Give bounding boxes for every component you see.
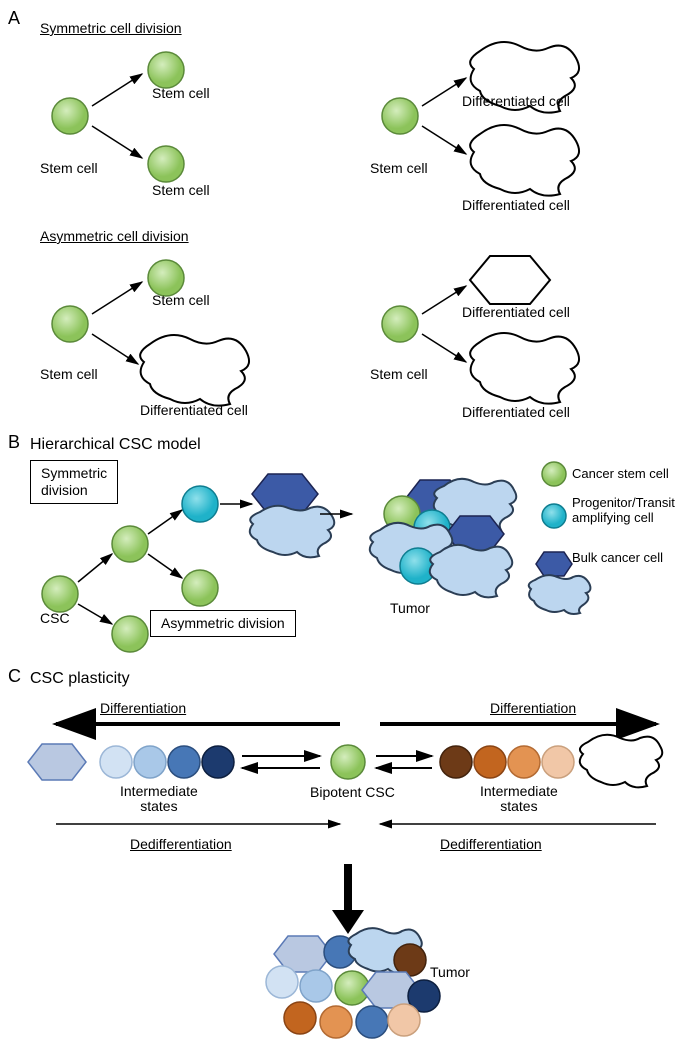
asym-title: Asymmetric cell division <box>40 228 189 244</box>
label-stem-1: Stem cell <box>40 160 98 176</box>
panel-a-asym-right <box>350 244 690 424</box>
label-stem-4: Stem cell <box>370 160 428 176</box>
label-diff-3: Differentiated cell <box>140 402 248 418</box>
panel-b-title: Hierarchical CSC model <box>30 436 201 454</box>
label-diff-5: Differentiated cell <box>462 404 570 420</box>
legend-bulk: Bulk cancer cell <box>572 550 663 565</box>
label-stem-2: Stem cell <box>152 85 210 101</box>
label-stem-3: Stem cell <box>152 182 210 198</box>
label-stem-6: Stem cell <box>152 292 210 308</box>
sym-title: Symmetric cell division <box>40 20 182 36</box>
label-stem-7: Stem cell <box>370 366 428 382</box>
label-diff-1: Differentiated cell <box>462 93 570 109</box>
panel-c-title: CSC plasticity <box>30 670 130 688</box>
panel-c-label: C <box>8 666 21 687</box>
panel-a-asym-left <box>20 244 350 424</box>
label-diff-2: Differentiated cell <box>462 197 570 213</box>
panel-b-label: B <box>8 432 20 453</box>
legend-progenitor: Progenitor/Transit amplifying cell <box>572 496 675 526</box>
label-stem-5: Stem cell <box>40 366 98 382</box>
panel-a-sym-right <box>350 36 690 216</box>
label-diff-4: Differentiated cell <box>462 304 570 320</box>
panel-a-label: A <box>8 8 20 29</box>
legend-csc: Cancer stem cell <box>572 466 669 481</box>
panel-c-svg <box>20 694 680 1040</box>
